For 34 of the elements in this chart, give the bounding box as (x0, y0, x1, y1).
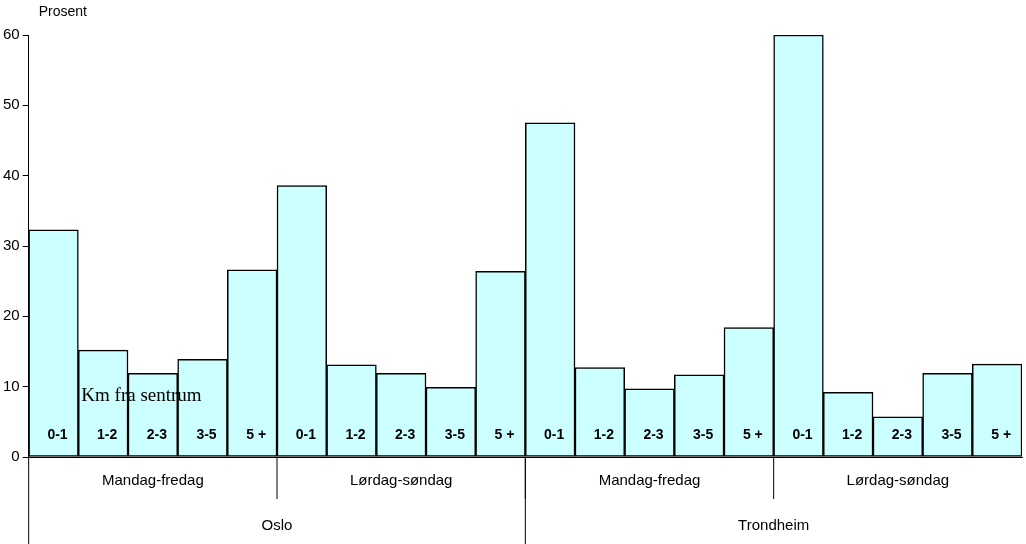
x-tick-label: 0-1 (47, 425, 68, 442)
y-tick-label: 30 (3, 236, 20, 254)
y-tick-label: 50 (3, 95, 20, 113)
y-tick-label: 40 (3, 165, 20, 183)
x-tick-label: 3-5 (941, 425, 962, 442)
x-tick-label: 1-2 (593, 425, 615, 442)
x-tick-label: 5 + (742, 425, 763, 442)
x-tick-label: 0-1 (295, 425, 317, 442)
text: Mandag-fredag (101, 471, 204, 489)
text: Lørdag-søndag (846, 471, 950, 489)
x-tick-label: 5 + (246, 425, 267, 442)
x-tick-label: 5 + (494, 425, 515, 442)
x-tick-label: 3-5 (693, 425, 714, 442)
x-tick-label: 1-2 (345, 425, 366, 442)
x-tick-label: 0-1 (544, 425, 565, 442)
x-tick-label: 5 + (991, 425, 1012, 442)
x-tick-label: 0-1 (792, 425, 813, 442)
y-tick-label: 20 (3, 306, 20, 324)
text: Oslo (261, 516, 293, 534)
x-tick-label: 2-3 (395, 425, 416, 442)
y-tick-label: 10 (3, 376, 20, 394)
x-tick-label: 2-3 (891, 425, 913, 442)
x-tick-label: 1-2 (842, 425, 863, 442)
text: Lørdag-søndag (349, 471, 453, 489)
text: Trondheim (738, 516, 810, 534)
text: Mandag-fredag (598, 471, 701, 489)
x-tick-label: 2-3 (146, 425, 168, 442)
y-tick-label: 60 (3, 25, 20, 43)
x-tick-label: 2-3 (643, 425, 664, 442)
y-axis-title: Prosent (38, 2, 88, 19)
x-tick-label: 3-5 (196, 425, 217, 442)
x-tick-label: 1-2 (97, 425, 118, 442)
x-tick-label: 3-5 (444, 425, 466, 442)
y-tick-label: 0 (11, 447, 20, 465)
